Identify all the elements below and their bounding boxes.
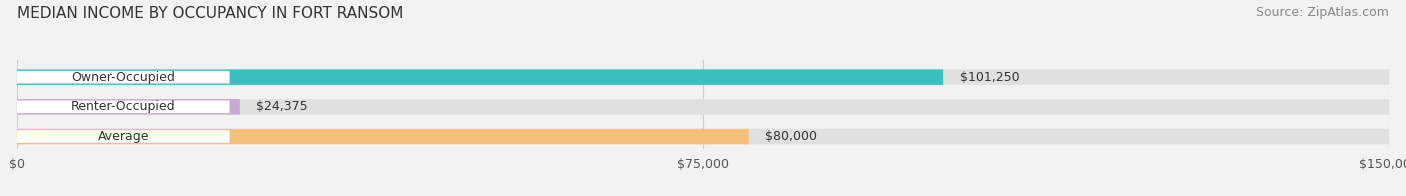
FancyBboxPatch shape (17, 99, 240, 115)
FancyBboxPatch shape (17, 129, 1389, 144)
Text: $101,250: $101,250 (960, 71, 1019, 84)
Text: $80,000: $80,000 (765, 130, 817, 143)
FancyBboxPatch shape (17, 129, 749, 144)
FancyBboxPatch shape (17, 130, 229, 143)
FancyBboxPatch shape (17, 99, 1389, 115)
Text: Owner-Occupied: Owner-Occupied (72, 71, 176, 84)
FancyBboxPatch shape (17, 69, 943, 85)
Text: $24,375: $24,375 (256, 100, 308, 113)
Text: MEDIAN INCOME BY OCCUPANCY IN FORT RANSOM: MEDIAN INCOME BY OCCUPANCY IN FORT RANSO… (17, 6, 404, 21)
Text: Source: ZipAtlas.com: Source: ZipAtlas.com (1256, 6, 1389, 19)
FancyBboxPatch shape (17, 101, 229, 113)
Text: Renter-Occupied: Renter-Occupied (70, 100, 176, 113)
Text: Average: Average (97, 130, 149, 143)
FancyBboxPatch shape (17, 71, 229, 83)
FancyBboxPatch shape (17, 69, 1389, 85)
